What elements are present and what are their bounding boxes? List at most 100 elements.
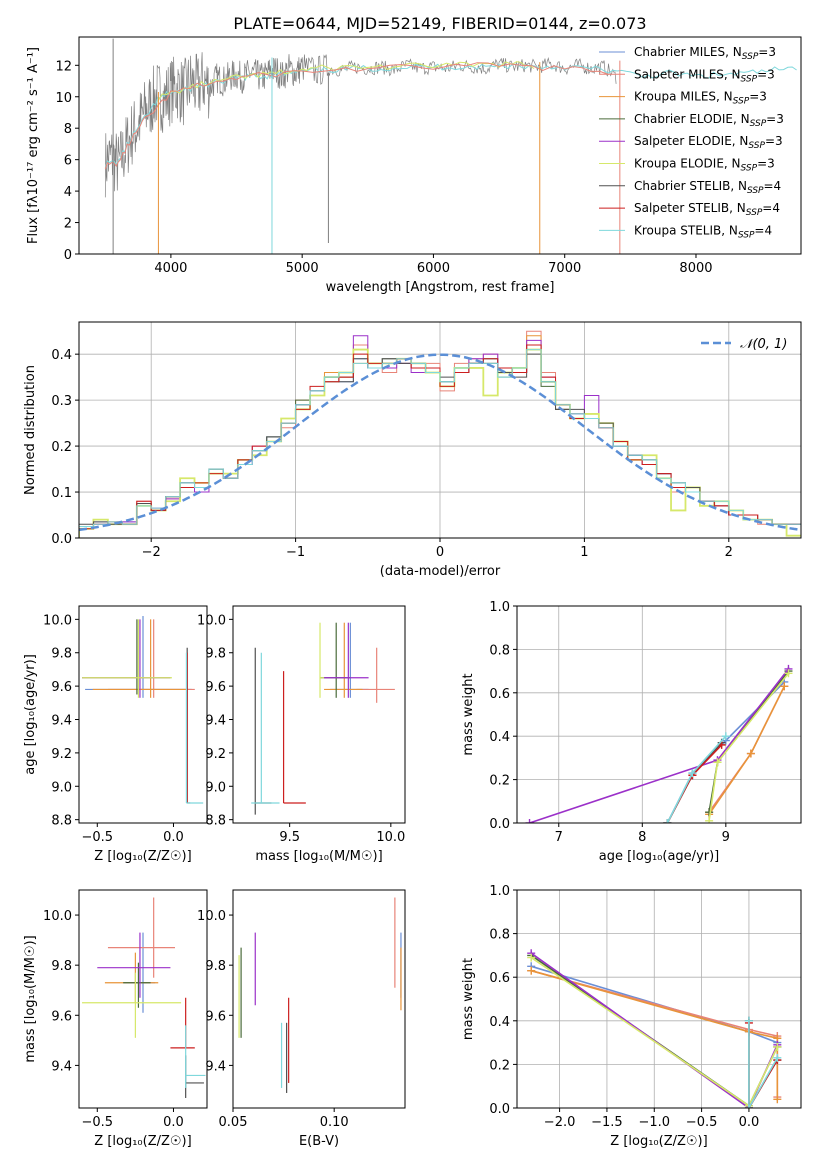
x-tick-label: 4000 xyxy=(154,261,187,276)
axes-frame xyxy=(516,889,802,1109)
residuals-panel: −2 −1 0 1 2 0.0 0.1 0.2 0.3 0.4 (data-model)/error… xyxy=(23,321,802,579)
spectrum-model-line xyxy=(104,63,797,168)
errorbar-plot-area xyxy=(251,622,395,815)
weight-marker xyxy=(705,808,714,817)
y-tick-label: 9.8 xyxy=(51,647,72,662)
y-tick-label: 6 xyxy=(64,154,72,169)
weight-marker xyxy=(713,758,722,767)
y-tick-label: 10.0 xyxy=(43,909,72,924)
x-axis-label: (data-model)/error xyxy=(380,564,501,579)
axes-frame xyxy=(232,605,406,824)
weight-marker xyxy=(773,1042,782,1051)
y-tick-label: 10 xyxy=(55,91,72,106)
y-tick-label: 9.8 xyxy=(51,959,72,974)
x-axis-label: E(B-V) xyxy=(299,1134,339,1149)
y-tick-label: 0.8 xyxy=(489,643,510,658)
x-tick-label: 2 xyxy=(725,545,733,560)
weight-marker xyxy=(527,953,536,962)
x-tick-label: 6000 xyxy=(417,261,450,276)
axes-frame xyxy=(516,605,802,824)
y-tick-label: 12 xyxy=(55,59,72,74)
y-tick-label: 1.0 xyxy=(489,884,510,899)
y-tick-label: 0.2 xyxy=(489,774,510,789)
legend-entry: Salpeter ELODIE, NSSP=3 xyxy=(634,134,783,151)
x-tick-label: 8000 xyxy=(679,261,712,276)
x-tick-label: −0.5 xyxy=(81,1115,113,1130)
weight-marker xyxy=(744,1016,753,1025)
x-tick-label: 0.0 xyxy=(739,1115,760,1130)
y-tick-label: 10.0 xyxy=(43,613,72,628)
errorbar-plot-area xyxy=(238,897,402,1093)
y-tick-label: 8 xyxy=(64,122,72,137)
y-tick-label: 0.4 xyxy=(489,730,510,745)
y-tick-label: 0.6 xyxy=(489,971,510,986)
legend-entry: Chabrier STELIB, NSSP=4 xyxy=(634,179,781,196)
x-tick-label: −1.0 xyxy=(638,1115,670,1130)
spectrum-legend: Chabrier MILES, NSSP=3 Salpeter MILES, NS… xyxy=(599,45,784,240)
legend-entry: Kroupa ELODIE, NSSP=3 xyxy=(634,157,775,174)
x-axis-label: Z [log₁₀(Z/Z☉)] xyxy=(610,1134,707,1149)
errorbar-plot-area xyxy=(82,897,206,1098)
y-tick-label: 0.4 xyxy=(51,348,72,363)
legend-entry: Salpeter MILES, NSSP=3 xyxy=(634,67,775,84)
y-tick-label: 0.3 xyxy=(51,394,72,409)
y-tick-label: 10.0 xyxy=(197,613,226,628)
y-tick-label: 9.4 xyxy=(205,1059,226,1074)
y-tick-label: 9.6 xyxy=(51,680,72,695)
y-tick-label: 1.0 xyxy=(489,600,510,615)
y-tick-label: 9.2 xyxy=(205,747,226,762)
y-tick-label: 8.8 xyxy=(205,814,226,829)
weight-vs-age-panel: 7 8 9 0.0 0.2 0.4 0.6 0.8 1.0 age [log₁₀(age/yr)]… xyxy=(461,600,802,864)
axes-frame xyxy=(232,889,406,1109)
y-tick-label: 9.4 xyxy=(205,714,226,729)
x-tick-label: 9.5 xyxy=(279,830,300,845)
y-tick-label: 9.6 xyxy=(51,1009,72,1024)
y-tick-label: 0.2 xyxy=(51,440,72,455)
y-tick-label: 9.2 xyxy=(51,747,72,762)
x-tick-label: 7 xyxy=(555,830,563,845)
x-tick-label: 0.0 xyxy=(163,1115,184,1130)
y-tick-label: 0 xyxy=(64,248,72,263)
x-tick-label: 5000 xyxy=(286,261,319,276)
x-tick-label: 0 xyxy=(436,545,444,560)
axes-frame xyxy=(78,605,208,824)
weight-marker xyxy=(746,749,755,758)
y-tick-label: 9.8 xyxy=(205,647,226,662)
spectrum-plot-area xyxy=(104,38,797,254)
y-tick-label: 2 xyxy=(64,217,72,232)
age-vs-mass-panel: 9.5 10.0 8.8 9.0 9.2 9.4 9.6 9.8 10.0 mass [log₁₀… xyxy=(197,605,406,864)
legend-entry: Kroupa MILES, NSSP=3 xyxy=(634,90,767,107)
x-axis-label: wavelength [Angstrom, rest frame] xyxy=(326,280,555,295)
y-tick-label: 0.8 xyxy=(489,928,510,943)
legend-entry: Chabrier MILES, NSSP=3 xyxy=(634,45,776,62)
y-tick-label: 9.6 xyxy=(205,680,226,695)
x-axis-label: age [log₁₀(age/yr)] xyxy=(599,849,720,864)
histogram-step xyxy=(79,344,801,538)
x-tick-label: −1.5 xyxy=(591,1115,623,1130)
x-tick-label: −2.0 xyxy=(544,1115,576,1130)
legend-entry: Kroupa STELIB, NSSP=4 xyxy=(634,223,772,240)
weight-marker xyxy=(688,769,697,778)
x-axis-label: mass [log₁₀(M/M☉)] xyxy=(255,849,382,864)
y-axis-label: age [log₁₀(age/yr)] xyxy=(23,654,38,775)
errorbar-plot-area xyxy=(82,616,204,804)
weight-marker xyxy=(525,819,534,823)
legend-entry: Chabrier ELODIE, NSSP=3 xyxy=(634,112,784,129)
y-axis-label: mass weight xyxy=(461,673,476,755)
mass-vs-Z-panel: −0.5 0.0 9.4 9.6 9.8 10.0 Z [log₁₀(Z/Z☉)] mass … xyxy=(23,889,208,1149)
weight-marker xyxy=(780,682,789,691)
weight-line xyxy=(530,969,779,1100)
x-tick-label: −0.5 xyxy=(686,1115,718,1130)
spectrum-panel: 4000 5000 6000 7000 8000 0 2 4 6 8 10 12 wavelength … xyxy=(26,36,802,295)
weight-marker xyxy=(721,732,730,741)
y-tick-label: 0.0 xyxy=(489,1102,510,1117)
x-tick-label: −1 xyxy=(286,545,305,560)
residuals-plot-area xyxy=(79,322,801,538)
y-tick-label: 0.4 xyxy=(489,1015,510,1030)
weight-marker xyxy=(773,1095,782,1104)
y-tick-label: 10.0 xyxy=(197,909,226,924)
x-tick-label: 9 xyxy=(722,830,730,845)
y-tick-label: 9.4 xyxy=(51,1059,72,1074)
